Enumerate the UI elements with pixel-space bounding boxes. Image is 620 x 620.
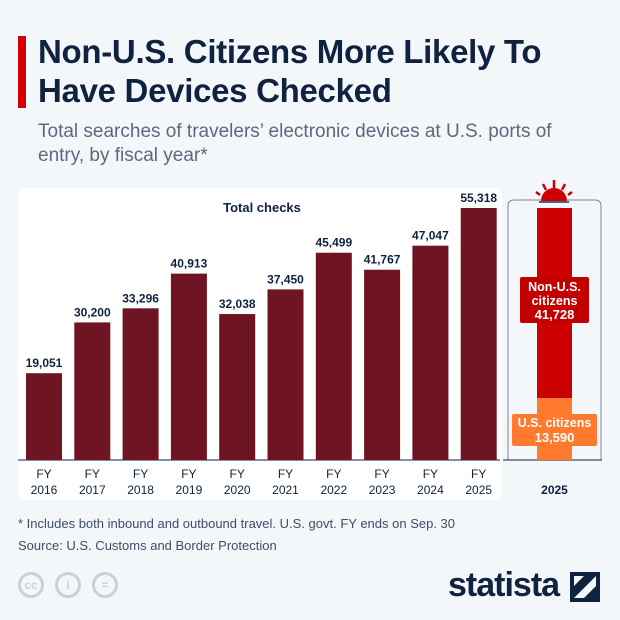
x-tick-label: FY xyxy=(85,467,100,481)
data-label: 41,767 xyxy=(364,253,401,267)
chart-title: Total checks xyxy=(223,200,301,215)
x-tick-label: 2019 xyxy=(176,483,203,497)
x-tick-label: 2016 xyxy=(31,483,58,497)
x-tick-label: FY xyxy=(36,467,51,481)
data-label: 40,913 xyxy=(171,257,208,271)
series-label: Non-U.S. xyxy=(528,280,581,294)
siren-ray xyxy=(560,183,567,191)
siren-ray xyxy=(541,183,548,191)
cc-icon[interactable]: cc xyxy=(18,572,44,598)
x-tick-label: FY xyxy=(230,467,245,481)
subtitle: Total searches of travelers’ electronic … xyxy=(38,121,552,166)
bar xyxy=(122,308,159,460)
bar xyxy=(219,314,256,460)
x-tick-label: 2017 xyxy=(79,483,106,497)
x-tick-label: FY xyxy=(471,467,486,481)
series-label: U.S. citizens xyxy=(518,416,592,430)
x-tick-label: FY xyxy=(133,467,148,481)
bar xyxy=(364,269,401,460)
x-tick-label: FY xyxy=(374,467,389,481)
data-label: 45,499 xyxy=(315,236,352,250)
series-label: citizens xyxy=(532,294,578,308)
siren-ray xyxy=(535,191,541,196)
label-box-us xyxy=(512,414,597,446)
x-tick-label: FY xyxy=(423,467,438,481)
x-tick-label: 2020 xyxy=(224,483,251,497)
x-tick-label: FY xyxy=(181,467,196,481)
bar xyxy=(74,322,111,460)
nd-icon[interactable]: = xyxy=(92,572,118,598)
x-tick-label: 2018 xyxy=(127,483,154,497)
by-icon[interactable]: i xyxy=(55,572,81,598)
bar xyxy=(267,289,304,460)
data-label: 30,200 xyxy=(74,305,111,319)
data-label: 37,450 xyxy=(267,272,304,286)
siren-base xyxy=(539,201,569,203)
x-tick-label: 2022 xyxy=(320,483,347,497)
data-label: 41,728 xyxy=(535,307,575,322)
footnote: * Includes both inbound and outbound tra… xyxy=(18,516,456,531)
bar xyxy=(315,252,352,460)
bar xyxy=(170,273,207,460)
siren-ray xyxy=(567,191,573,196)
x-tick-label: FY xyxy=(326,467,341,481)
siren-icon xyxy=(541,188,567,201)
data-label: 33,296 xyxy=(122,291,159,305)
x-tick-label: 2025 xyxy=(541,483,568,497)
title-accent xyxy=(18,36,26,108)
x-tick-label: 2024 xyxy=(417,483,444,497)
bar xyxy=(412,245,449,460)
bar xyxy=(460,208,497,460)
x-tick-label: 2023 xyxy=(369,483,396,497)
data-label: 47,047 xyxy=(412,229,449,243)
source: Source: U.S. Customs and Border Protecti… xyxy=(18,538,277,553)
label-box-non-us xyxy=(520,277,589,323)
x-tick-label: 2025 xyxy=(465,483,492,497)
bar xyxy=(26,373,62,460)
statista-logo[interactable]: statista xyxy=(448,566,560,604)
statista-logo-mark xyxy=(570,572,600,602)
data-label: 19,051 xyxy=(26,356,63,370)
data-label: 32,038 xyxy=(219,297,256,311)
data-label: 55,318 xyxy=(460,191,497,205)
x-tick-label: FY xyxy=(278,467,293,481)
page-title: Non-U.S. Citizens More Likely To Have De… xyxy=(38,33,542,109)
data-label: 13,590 xyxy=(535,430,575,445)
x-tick-label: 2021 xyxy=(272,483,299,497)
